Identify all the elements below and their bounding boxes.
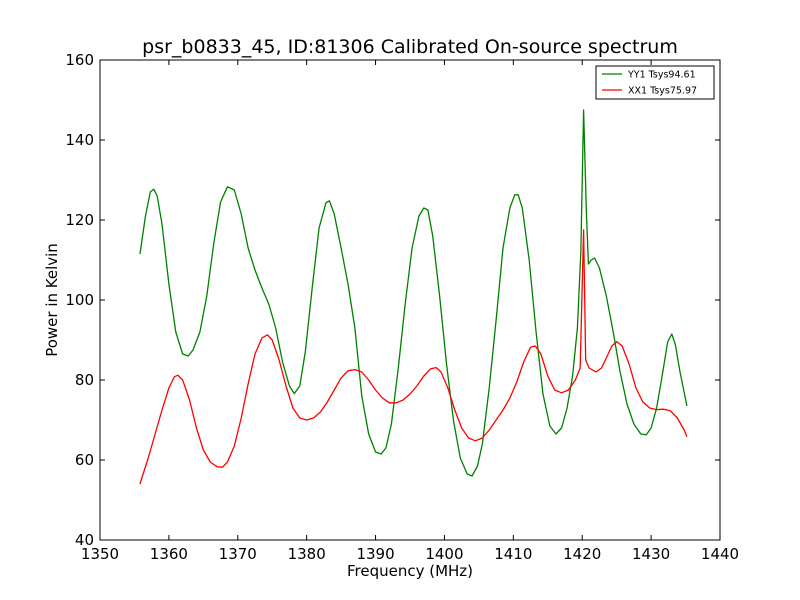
legend: YY1 Tsys94.61 XX1 Tsys75.97	[595, 65, 715, 100]
x-axis-label: Frequency (MHz)	[347, 562, 473, 580]
plot-area	[99, 59, 721, 541]
y-tick-label: 80	[75, 371, 94, 389]
x-tick-label: 1420	[563, 545, 601, 563]
y-tick-label: 140	[65, 131, 94, 149]
series-layer	[139, 109, 688, 485]
x-tick-label: 1360	[150, 545, 188, 563]
y-tick-label: 120	[65, 211, 94, 229]
x-tick-label: 1400	[425, 545, 463, 563]
x-tick-label: 1370	[219, 545, 257, 563]
x-tick-label: 1380	[288, 545, 326, 563]
x-tick-label: 1390	[356, 545, 394, 563]
y-axis-label: Power in Kelvin	[43, 243, 61, 357]
y-tick-label: 60	[75, 451, 94, 469]
legend-box	[595, 65, 715, 100]
y-axis-ticks: 40 60 80 100 120 140 160	[65, 51, 720, 549]
y-tick-label: 100	[65, 291, 94, 309]
y-tick-label: 40	[75, 531, 94, 549]
x-tick-label: 1410	[494, 545, 532, 563]
x-tick-label: 1350	[81, 545, 119, 563]
x-tick-label: 1440	[701, 545, 739, 563]
y-tick-label: 160	[65, 51, 94, 69]
legend-label-xx1: XX1 Tsys75.97	[628, 86, 697, 97]
chart-title: psr_b0833_45, ID:81306 Calibrated On-sou…	[142, 36, 678, 58]
legend-label-yy1: YY1 Tsys94.61	[627, 70, 696, 81]
x-axis-ticks: 1350 1360 1370 1380 1390 1400 1410 1420 1430 1440	[81, 60, 739, 563]
series-line-xx1	[139, 229, 688, 485]
series-line-yy1	[139, 109, 688, 477]
x-tick-label: 1430	[632, 545, 670, 563]
